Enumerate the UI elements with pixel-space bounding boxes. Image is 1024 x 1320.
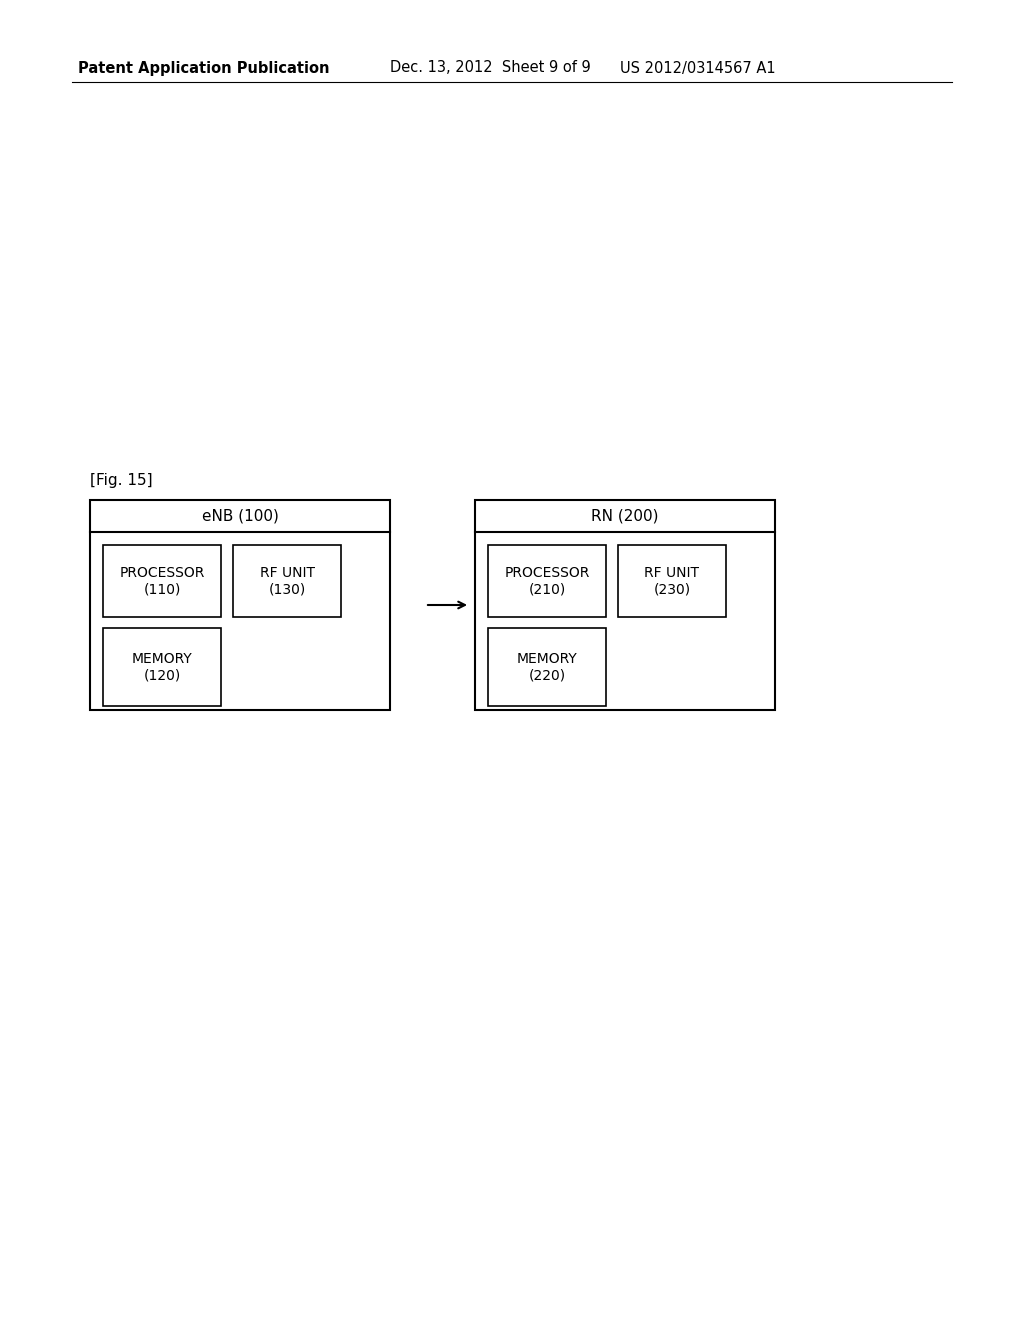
Text: Patent Application Publication: Patent Application Publication [78,61,330,75]
Bar [475,500,775,710]
Text: RF UNIT
(130): RF UNIT (130) [259,566,314,597]
Text: US 2012/0314567 A1: US 2012/0314567 A1 [620,61,775,75]
Text: PROCESSOR
(110): PROCESSOR (110) [120,566,205,597]
Bar [103,628,221,706]
Bar [488,628,606,706]
Text: MEMORY
(220): MEMORY (220) [517,652,578,682]
Text: RN (200): RN (200) [591,508,658,524]
Bar [103,545,221,616]
Text: MEMORY
(120): MEMORY (120) [132,652,193,682]
Text: eNB (100): eNB (100) [202,508,279,524]
Bar [488,545,606,616]
Text: PROCESSOR
(210): PROCESSOR (210) [504,566,590,597]
Bar [233,545,341,616]
Text: [Fig. 15]: [Fig. 15] [90,473,153,487]
Text: Dec. 13, 2012  Sheet 9 of 9: Dec. 13, 2012 Sheet 9 of 9 [390,61,591,75]
Text: RF UNIT
(230): RF UNIT (230) [644,566,699,597]
Bar [90,500,390,710]
Bar [618,545,726,616]
